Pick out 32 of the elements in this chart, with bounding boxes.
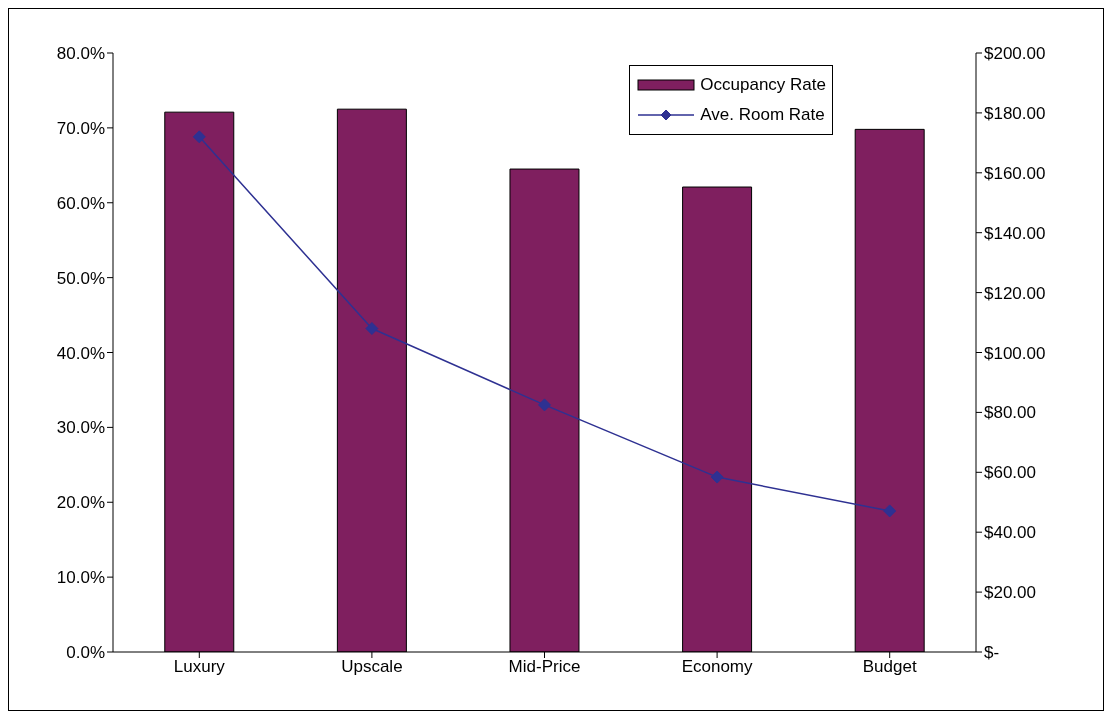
legend-label: Ave. Room Rate	[700, 105, 825, 125]
point	[365, 322, 379, 336]
point	[883, 504, 897, 518]
x-tick-label: Upscale	[341, 657, 403, 677]
y-tick-label: 20.0%	[56, 493, 105, 513]
y-tick-label: 50.0%	[56, 268, 105, 288]
y-tick-label: 80.0%	[56, 44, 105, 64]
x-tick-label: Luxury	[173, 657, 226, 677]
y2-tick-label: $40.00	[984, 523, 1036, 543]
y-tick-label: 0.0%	[66, 643, 105, 663]
point	[538, 398, 551, 412]
y2-tick-label: $160.00	[984, 163, 1046, 183]
y-tick-label: 30.0%	[56, 418, 105, 438]
y2-tick-label: $200.00	[984, 44, 1046, 64]
point	[710, 470, 724, 484]
y-tick-label: 60.0%	[56, 193, 105, 213]
y2-tick-label: $100.00	[984, 343, 1046, 363]
x-tick-label: Budget	[862, 657, 917, 677]
x-tick-label: Economy	[681, 657, 754, 677]
y2-tick-label: $80.00	[984, 403, 1036, 423]
y-tick-label: 10.0%	[56, 568, 105, 588]
point	[192, 130, 206, 144]
y2-tick-label: $20.00	[984, 583, 1036, 603]
y2-tick-label: $140.00	[984, 223, 1046, 243]
y-tick-label: 40.0%	[56, 343, 105, 363]
y2-tick-label: $60.00	[984, 463, 1036, 483]
x-tick-label: Mid-Price	[508, 657, 581, 677]
y2-tick-label: $-	[984, 643, 1000, 663]
y2-tick-label: $120.00	[984, 283, 1046, 303]
legend-label: Occupancy Rate	[700, 75, 826, 95]
y2-tick-label: $180.00	[984, 103, 1046, 123]
y-tick-label: 70.0%	[56, 118, 105, 138]
